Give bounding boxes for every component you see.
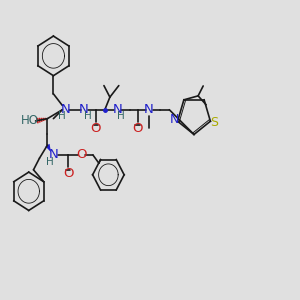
Text: HO: HO bbox=[21, 114, 39, 128]
Text: H: H bbox=[84, 111, 92, 121]
Text: H: H bbox=[117, 111, 125, 121]
Text: O: O bbox=[91, 122, 101, 135]
Text: H: H bbox=[46, 157, 53, 166]
Text: O: O bbox=[63, 167, 74, 180]
Text: O: O bbox=[76, 148, 86, 161]
Text: N: N bbox=[79, 103, 89, 116]
Text: N: N bbox=[49, 148, 58, 161]
Text: O: O bbox=[132, 122, 143, 135]
Text: H: H bbox=[58, 111, 65, 121]
Text: N: N bbox=[112, 103, 122, 116]
Text: N: N bbox=[144, 103, 154, 116]
Text: S: S bbox=[210, 116, 218, 129]
Text: N: N bbox=[169, 113, 179, 126]
Text: N: N bbox=[60, 103, 70, 116]
Polygon shape bbox=[45, 144, 51, 152]
